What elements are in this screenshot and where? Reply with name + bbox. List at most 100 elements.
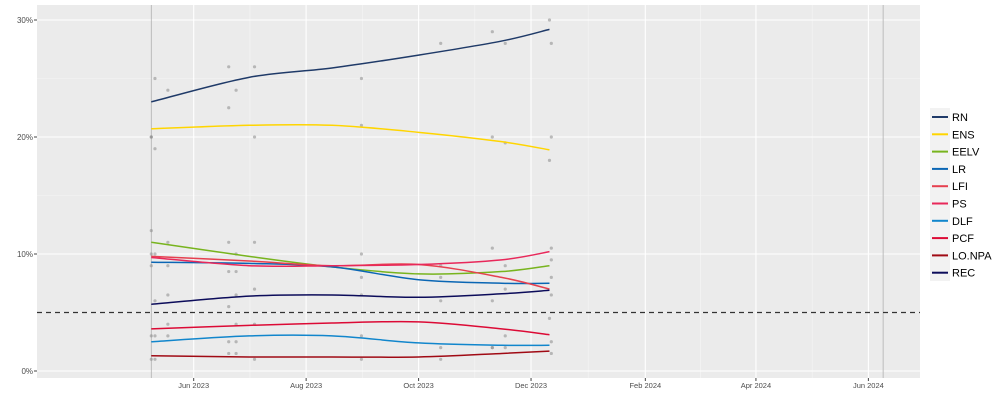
poll-point-ps: [153, 252, 157, 256]
trend-line-pcf: [151, 320, 550, 336]
trend-curves: [151, 28, 550, 358]
poll-point-rec: [252, 287, 257, 291]
poll-point-lo-npa: [153, 357, 157, 361]
poll-point-ens: [252, 135, 257, 139]
poll-point-rn: [359, 76, 364, 81]
x-tick-label: Jun 2023: [178, 381, 209, 390]
poll-point-lo-npa: [149, 357, 153, 361]
poll-point-eelv: [149, 229, 153, 233]
poll-point-eelv: [252, 240, 257, 244]
legend-label: PCF: [952, 233, 974, 245]
grid: [37, 5, 920, 378]
poll-point-pcf: [149, 334, 153, 338]
plot-panel: [37, 5, 920, 378]
poll-point-lr: [227, 269, 231, 274]
trend-line-lr: [151, 261, 550, 285]
x-tick-label: Feb 2024: [629, 381, 661, 390]
poll-point-ens: [359, 123, 364, 127]
poll-point-ps: [234, 269, 238, 274]
poll-point-lo-npa: [439, 357, 443, 361]
poll-point-rn: [166, 88, 170, 92]
legend-label: RN: [952, 112, 968, 124]
legend-label: REC: [952, 268, 975, 280]
trend-line-ens: [151, 123, 550, 151]
poll-point-dlf: [166, 334, 170, 338]
poll-point-lr: [149, 264, 153, 268]
poll-point-dlf: [549, 340, 553, 344]
poll-point-ens: [549, 135, 553, 139]
poll-point-rn: [153, 76, 157, 81]
x-tick-label: Jun 2024: [853, 381, 884, 390]
poll-point-dlf: [227, 340, 231, 344]
legend-label: DLF: [952, 216, 973, 228]
poll-points: [149, 18, 553, 361]
legend-label: PS: [952, 199, 967, 211]
poll-point-eelv: [227, 240, 231, 244]
poll-point-rec: [234, 293, 238, 297]
poll-point-rn: [234, 88, 238, 92]
legend-label: LR: [952, 164, 966, 176]
poll-point-lo-npa: [359, 357, 364, 361]
legend: RN ENS EELV LR LFI PS DLF PCF LO.NPA REC: [930, 108, 992, 281]
trend-line-dlf: [151, 334, 550, 347]
y-tick-label: 0%: [21, 367, 33, 376]
poll-point-ps: [359, 252, 364, 256]
x-tick-label: Oct 2023: [403, 381, 433, 390]
poll-point-lo-npa: [234, 351, 238, 356]
poll-point-lr: [549, 275, 553, 279]
x-tick-label: Apr 2024: [741, 381, 771, 390]
poll-point-rn: [490, 30, 494, 34]
poll-point-pcf: [234, 322, 238, 326]
poll-point-rec: [439, 299, 443, 303]
legend-label: LO.NPA: [952, 250, 992, 262]
poll-point-dlf: [153, 334, 157, 338]
poll-point-lr: [439, 275, 443, 279]
poll-point-rn: [227, 65, 231, 69]
poll-point-lo-npa: [503, 346, 507, 350]
poll-point-rn: [549, 41, 553, 46]
poll-point-eelv: [490, 246, 494, 250]
poll-point-rec: [503, 287, 507, 291]
poll-point-eelv: [549, 258, 553, 262]
x-tick-label: Aug 2023: [290, 381, 322, 390]
y-tick-label: 30%: [17, 16, 33, 25]
x-axis: Jun 2023 Aug 2023 Oct 2023 Dec 2023 Feb 2024…: [178, 378, 884, 390]
poll-point-lr: [166, 264, 170, 268]
legend-label: EELV: [952, 147, 980, 159]
poll-point-rn: [439, 41, 443, 46]
poll-point-ps: [549, 246, 553, 250]
poll-point-rec: [227, 305, 231, 309]
vertical-lines: [150, 5, 884, 378]
poll-point-rec: [490, 299, 494, 303]
poll-point-lo-npa: [227, 351, 231, 356]
trend-line-rec: [151, 289, 550, 306]
poll-point-ens: [153, 147, 157, 151]
trend-line-rn: [151, 28, 550, 103]
poll-point-pcf: [503, 334, 507, 338]
poll-point-dlf: [359, 334, 364, 338]
y-axis: 0% 10% 20% 30%: [17, 16, 37, 376]
y-tick-label: 20%: [17, 133, 33, 142]
trend-line-lo-npa: [151, 350, 550, 358]
trend-line-ps: [151, 250, 550, 268]
poll-point-rec: [166, 293, 170, 297]
poll-point-lr: [359, 275, 364, 279]
trend-line-eelv: [151, 241, 550, 275]
poll-point-pcf: [166, 322, 170, 326]
poll-point-ens: [149, 135, 153, 139]
poll-point-eelv: [166, 240, 170, 244]
poll-point-ens: [547, 158, 552, 162]
poll-point-lo-npa: [549, 351, 553, 356]
y-tick-label: 10%: [17, 250, 33, 259]
poll-point-lo-npa: [490, 346, 494, 350]
poll-point-ens: [227, 106, 231, 110]
legend-label: ENS: [952, 129, 975, 141]
poll-point-rn: [503, 41, 507, 46]
x-tick-label: Dec 2023: [515, 381, 547, 390]
poll-point-lo-npa: [252, 357, 257, 361]
poll-point-rec: [549, 293, 553, 297]
poll-point-pcf: [547, 316, 552, 320]
poll-point-dlf: [439, 346, 443, 350]
poll-point-ps: [503, 264, 507, 268]
